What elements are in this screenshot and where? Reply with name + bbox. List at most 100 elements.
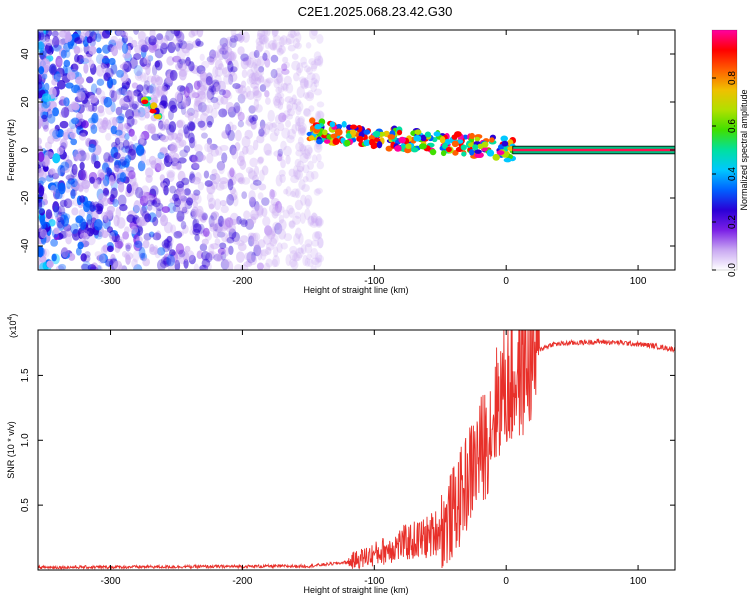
heatmap-cell [183,145,191,153]
heatmap-cell [226,236,235,244]
heatmap-cell [207,75,214,85]
heatmap-cell [272,209,282,217]
heatmap-cell [429,148,437,156]
heatmap-cell [474,152,482,158]
heatmap-cell [226,178,236,186]
heatmap-cell [58,263,67,270]
heatmap-cell [503,157,512,163]
heatmap-cell [196,250,204,260]
heatmap-cell [237,31,245,44]
heatmap-cell [287,108,296,117]
heatmap-cell [245,145,255,155]
heatmap-cell [298,233,304,245]
heatmap-cell [235,172,244,183]
heatmap-cell [218,63,225,71]
heatmap-cell [205,252,213,263]
heatmap-cell [113,260,122,270]
spectrogram-y-label: Frequency (Hz) [6,119,16,181]
heatmap-cell [424,131,432,138]
heatmap-cell [57,164,65,177]
heatmap-cell [433,131,441,137]
heatmap-cell [239,159,247,170]
heatmap-cell [280,140,287,151]
heatmap-cell [182,100,189,108]
heatmap-cell [286,100,294,111]
heatmap-cell [38,116,43,129]
colorbar-tick-label: 0.0 [727,263,738,277]
heatmap-cell [182,251,190,261]
heatmap-cell [276,242,283,253]
heatmap-cell [378,131,386,137]
heatmap-cell [237,177,244,184]
heatmap-cell [86,235,96,246]
heatmap-cell [142,84,150,95]
heatmap-cell [278,219,287,231]
heatmap-cell [130,39,138,48]
heatmap-cell [259,84,267,92]
heatmap-cell [305,91,315,102]
heatmap-cell [216,160,226,171]
heatmap-cell [302,148,311,160]
heatmap-cell [273,246,279,258]
heatmap-cell [101,57,111,64]
heatmap-cell [253,165,260,177]
heatmap-cell [283,233,293,242]
heatmap-cell [50,238,58,247]
heatmap-cell [271,30,279,37]
heatmap-cell [200,215,207,223]
heatmap-cell [295,101,304,112]
heatmap-cell [217,48,226,61]
heatmap-cell [249,157,258,168]
heatmap-cell [200,70,207,81]
heatmap-cell [286,135,295,144]
heatmap-cell [253,244,262,257]
heatmap-cell [290,30,296,39]
heatmap-cell [252,174,260,183]
heatmap-cell [144,213,152,223]
heatmap-cell [287,44,296,52]
heatmap-cell [398,136,406,144]
heatmap-cell [131,134,138,142]
heatmap-cell [38,182,43,194]
heatmap-cell [291,253,300,262]
heatmap-cell [170,224,177,234]
heatmap-cell [313,142,323,153]
spectrogram-x-tick-label: -200 [232,276,252,287]
heatmap-cell [139,72,147,83]
heatmap-cell [330,133,338,139]
spectrogram-x-tick-label: -300 [101,276,121,287]
heatmap-cell [97,168,106,178]
heatmap-cell [188,30,196,38]
heatmap-cell [140,153,147,164]
heatmap-cell [188,132,195,144]
heatmap-cell [211,79,220,87]
heatmap-cell [200,154,207,161]
heatmap-cell [288,207,296,218]
heatmap-cell [93,219,103,231]
heatmap-cell [103,96,113,108]
heatmap-cell [44,43,53,54]
heatmap-cell [139,195,149,207]
heatmap-cell [197,181,205,191]
heatmap-cell [237,84,247,95]
heatmap-cell [305,170,315,183]
chart-title: C2E1.2025.068.23.42.G30 [298,4,453,19]
heatmap-cell [134,240,143,249]
heatmap-cell [206,152,214,164]
heatmap-cell [295,247,304,259]
heatmap-cell [56,147,64,155]
heatmap-cell [316,160,325,170]
heatmap-cell [214,59,223,70]
heatmap-cell [193,109,199,119]
snr-y-tick-label: 0.5 [20,498,31,512]
heatmap-cell [60,247,69,259]
heatmap-cell [279,206,285,213]
heatmap-cell [151,64,158,76]
heatmap-cell [46,108,53,119]
heatmap-cell [175,162,182,171]
heatmap-cell [226,225,233,233]
heatmap-cell [258,34,268,45]
heatmap-cell [229,52,236,62]
heatmap-cell [97,105,105,114]
heatmap-cell [187,88,196,100]
